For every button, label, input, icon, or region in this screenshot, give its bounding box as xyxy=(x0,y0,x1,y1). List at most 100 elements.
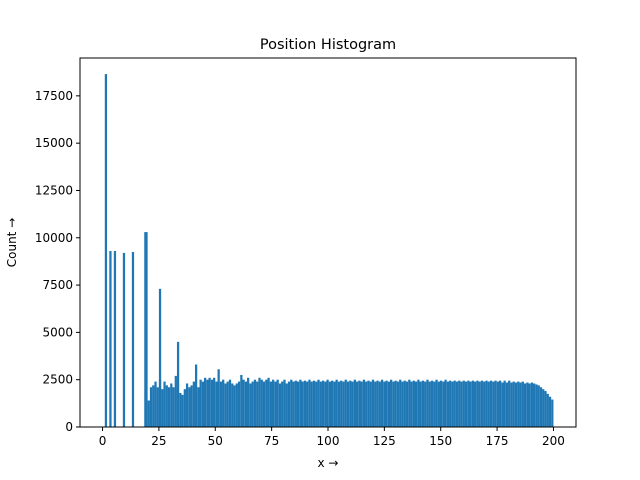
histogram-bar-139 xyxy=(469,381,472,427)
histogram-bar-8 xyxy=(165,385,168,427)
histogram-bar-152 xyxy=(498,380,502,427)
histogram-bar-50 xyxy=(267,377,270,427)
histogram-bar-121 xyxy=(428,381,431,427)
histogram-bar-110 xyxy=(403,380,406,427)
histogram-bar-119 xyxy=(424,381,427,427)
histogram-bar-17 xyxy=(188,387,191,427)
histogram-bar-163 xyxy=(523,383,527,427)
y-tick-label-3: 7500 xyxy=(42,278,73,292)
histogram-bar-137 xyxy=(464,381,468,427)
histogram-bar-174 xyxy=(548,396,552,427)
y-tick-label-1: 2500 xyxy=(42,373,73,387)
histogram-bar-78 xyxy=(331,380,334,427)
histogram-bar-109 xyxy=(401,381,404,427)
histogram-bar-165 xyxy=(528,383,531,427)
histogram-bar-149 xyxy=(492,381,495,427)
x-tick-label-4: 100 xyxy=(317,434,340,448)
histogram-bar-82 xyxy=(340,380,343,427)
histogram-bar-19 xyxy=(192,381,195,427)
histogram-bar-70 xyxy=(312,380,316,427)
histogram-bar-0 xyxy=(147,400,150,427)
histogram-bar-6 xyxy=(161,389,164,427)
histogram-bar-10 xyxy=(170,383,173,427)
histogram-bar-67 xyxy=(306,381,309,427)
x-tick-label-7: 175 xyxy=(486,434,509,448)
histogram-bar-147 xyxy=(487,381,490,427)
histogram-bar-97 xyxy=(374,381,377,427)
y-tick-label-5: 12500 xyxy=(35,183,73,197)
histogram-bar-46 xyxy=(258,377,261,427)
y-tick-label-4: 10000 xyxy=(35,231,73,245)
histogram-bar-140 xyxy=(471,380,475,427)
histogram-bar-36 xyxy=(235,383,238,427)
chart-title: Position Histogram xyxy=(260,37,396,53)
histogram-bar-176 xyxy=(104,74,108,427)
histogram-bar-13 xyxy=(179,392,182,427)
histogram-bar-27 xyxy=(213,377,216,427)
histogram-bar-126 xyxy=(439,380,443,427)
y-tick-label-6: 15000 xyxy=(35,136,73,150)
histogram-bar-38 xyxy=(240,374,243,427)
histogram-bar-115 xyxy=(414,381,418,427)
histogram-bar-157 xyxy=(510,382,513,427)
histogram-bar-171 xyxy=(542,389,545,427)
histogram-bar-9 xyxy=(167,387,171,427)
histogram-bar-42 xyxy=(249,383,252,427)
histogram-bar-90 xyxy=(358,380,361,427)
histogram-bar-15 xyxy=(183,389,186,427)
histogram-bar-32 xyxy=(226,381,229,427)
histogram-bar-61 xyxy=(292,381,295,427)
histogram-bar-183 xyxy=(176,341,180,427)
y-tick-label-0: 0 xyxy=(65,420,73,434)
histogram-bar-114 xyxy=(412,380,415,427)
histogram-bar-74 xyxy=(321,380,325,427)
histogram-bar-107 xyxy=(396,381,400,427)
histogram-bar-95 xyxy=(369,381,372,427)
histogram-bar-7 xyxy=(163,381,166,427)
y-axis-ticks: 0 2500 5000 7500 10000 12500 15000 17500 xyxy=(35,89,80,434)
histogram-bar-93 xyxy=(365,381,368,427)
histogram-bar-79 xyxy=(333,381,336,427)
histogram-bar-133 xyxy=(455,381,459,427)
histogram-bar-26 xyxy=(210,379,214,427)
histogram-bar-16 xyxy=(185,383,189,427)
histogram-bar-108 xyxy=(399,379,402,427)
histogram-bar-63 xyxy=(296,381,300,427)
histogram-bar-164 xyxy=(526,382,529,427)
histogram-bar-181 xyxy=(144,232,148,427)
histogram-bar-179 xyxy=(122,252,126,427)
histogram-bar-72 xyxy=(317,379,320,427)
histogram-bar-168 xyxy=(535,384,538,427)
histogram-bar-65 xyxy=(301,381,304,427)
x-tick-label-3: 75 xyxy=(264,434,279,448)
histogram-bar-166 xyxy=(530,382,534,427)
x-tick-label-1: 25 xyxy=(151,434,166,448)
histogram-bar-40 xyxy=(244,381,248,427)
histogram-bar-60 xyxy=(290,379,293,427)
histogram-bar-14 xyxy=(181,394,184,427)
histogram-bar-143 xyxy=(478,381,481,427)
histogram-bar-105 xyxy=(392,381,395,427)
histogram-bar-155 xyxy=(505,382,509,427)
histogram-bar-160 xyxy=(517,381,520,427)
histogram-bar-131 xyxy=(451,381,454,427)
histogram-bar-66 xyxy=(303,380,307,427)
histogram-bar-173 xyxy=(546,393,549,427)
x-tick-label-8: 200 xyxy=(542,434,565,448)
histogram-bar-102 xyxy=(385,380,388,427)
histogram-bar-29 xyxy=(219,381,223,427)
histogram-bar-170 xyxy=(539,387,543,427)
histogram-bar-76 xyxy=(326,379,329,427)
histogram-bar-18 xyxy=(190,385,193,427)
histogram-bar-98 xyxy=(376,380,379,427)
histogram-bar-177 xyxy=(109,251,112,427)
histogram-bar-64 xyxy=(299,379,302,427)
histogram-bar-154 xyxy=(503,380,506,427)
histogram-bar-87 xyxy=(351,381,354,427)
histogram-bar-125 xyxy=(437,381,440,427)
bars-group xyxy=(104,74,554,427)
x-axis-ticks: 0 25 50 75 100 125 150 175 200 xyxy=(99,427,565,448)
histogram-bar-55 xyxy=(278,383,282,427)
histogram-bar-41 xyxy=(247,377,250,427)
histogram-bar-138 xyxy=(467,380,470,427)
